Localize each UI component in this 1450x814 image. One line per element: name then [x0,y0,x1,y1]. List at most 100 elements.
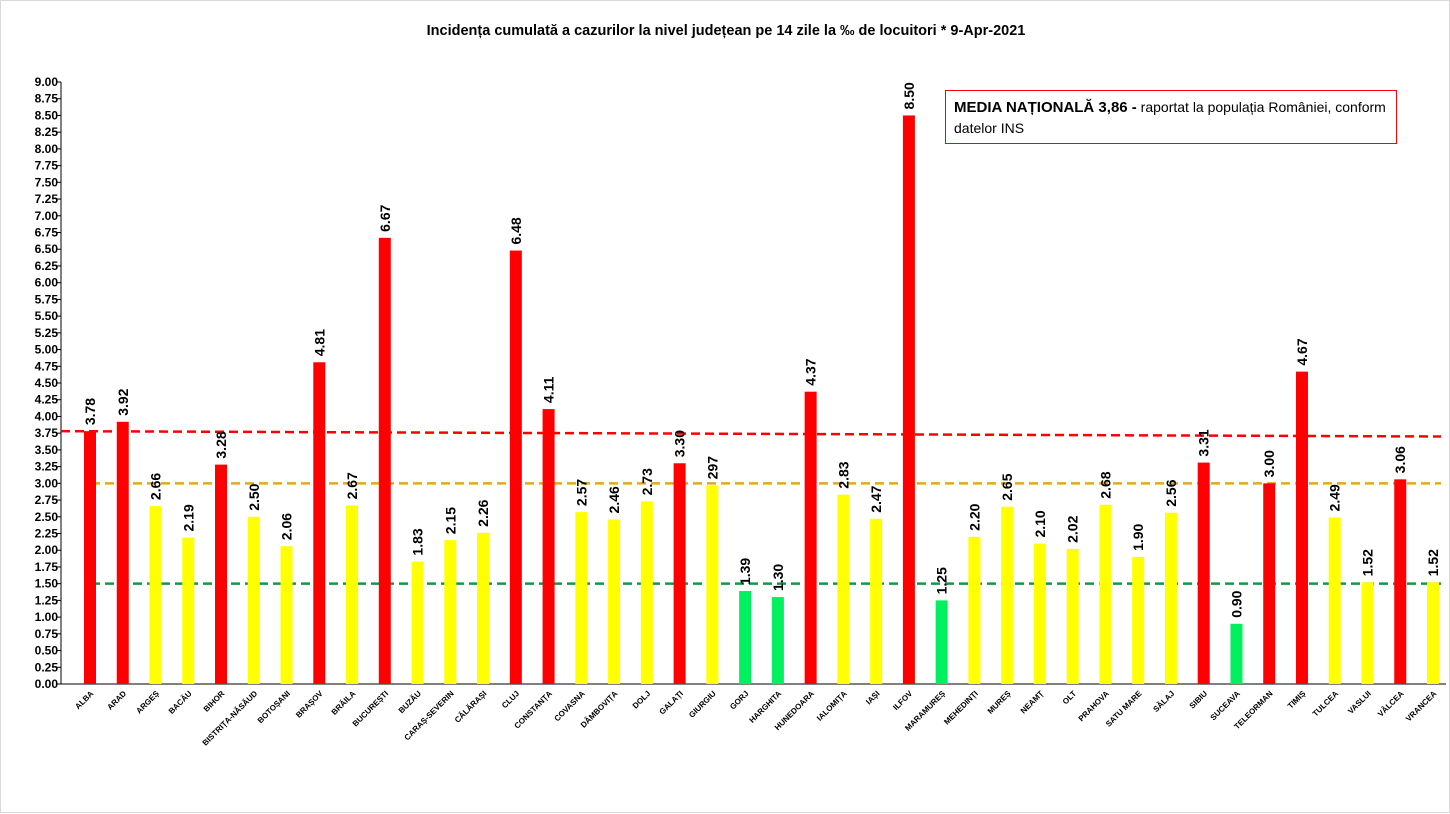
bar [1001,506,1014,684]
data-label: 2.19 [180,504,196,531]
data-label: 2.73 [639,468,655,495]
data-label: 4.37 [803,358,819,385]
x-tick-label: ILFOV [891,689,914,712]
bar [1361,582,1374,684]
x-tick-label: VASLUI [1346,689,1373,716]
x-tick-label: VÂLCEA [1376,689,1406,719]
x-tick-label: ARGEȘ [134,689,161,716]
bar [378,237,391,684]
y-tick-label: 0.50 [35,644,59,658]
bar [84,431,96,684]
y-tick-label: 5.00 [35,343,59,357]
bars [84,115,1439,684]
bar [1295,371,1308,684]
y-tick-label: 2.00 [35,543,59,557]
bar [706,485,719,684]
data-label: 3.92 [115,388,131,415]
data-label: 2.49 [1327,484,1343,511]
y-tick-label: 0.75 [35,627,59,641]
y-tick-label: 6.25 [35,259,59,273]
x-tick-label: COVASNA [553,689,587,723]
bar [1197,462,1210,684]
y-tick-label: 3.25 [35,460,59,474]
data-label: 1.30 [770,564,786,591]
data-label: 2.67 [344,472,360,499]
y-tick-label: 8.00 [35,142,59,156]
data-label: 2.50 [246,483,262,510]
bar [116,421,129,684]
data-label: 3.30 [672,430,688,457]
data-label: 2.06 [279,513,295,540]
y-tick-label: 7.75 [35,159,59,173]
data-label: 2.83 [835,461,851,488]
bar [149,506,162,684]
data-label: 2.20 [966,503,982,530]
data-label: 3.31 [1196,429,1212,456]
data-label: 4.81 [311,329,327,356]
bar [1066,548,1079,684]
bar [346,505,359,684]
bar [411,561,424,684]
note-bold: MEDIA NAȚIONALĂ 3,86 - [954,99,1137,116]
y-tick-label: 2.75 [35,493,59,507]
bar [1328,517,1341,684]
data-label: 2.02 [1065,515,1081,542]
y-tick-label: 4.50 [35,376,59,390]
bar [1164,512,1177,684]
x-tick-label: TIMIȘ [1286,689,1308,711]
y-tick-label: 5.75 [35,292,59,306]
x-tick-label: GORJ [728,689,750,711]
y-tick-label: 5.50 [35,309,59,323]
x-tick-label: ARAD [105,689,128,712]
bar [870,518,883,684]
x-tick-label: MEHEDINȚI [942,689,979,726]
x-tick-label: DOLJ [631,689,652,710]
x-tick-label: SATU MARE [1104,689,1144,729]
y-tick-label: 7.25 [35,192,59,206]
data-label: 3.28 [213,431,229,458]
bar [280,546,293,684]
chart-title: Incidența cumulată a cazurilor la nivel … [426,23,1026,39]
x-tick-label: OLT [1061,689,1078,706]
data-label: 2.10 [1032,510,1048,537]
data-label: 2.46 [606,486,622,513]
data-label: 1.39 [737,558,753,585]
y-tick-label: 4.75 [35,359,59,373]
bar [182,537,195,684]
bar [771,597,784,684]
data-label: 2.47 [868,485,884,512]
y-tick-label: 0.25 [35,660,59,674]
y-tick-label: 1.75 [35,560,59,574]
bar [673,463,686,684]
reference-line [60,429,1442,438]
data-label: 1.52 [1425,549,1441,576]
bar [215,464,228,684]
bar [477,532,490,684]
bar [313,362,326,684]
x-tick-label: GIURGIU [687,689,718,720]
bar [509,250,522,684]
data-label: 2.26 [475,499,491,526]
data-label: 1.52 [1359,549,1375,576]
y-tick-label: 5.25 [35,326,59,340]
x-tick-label: BIHOR [202,689,227,714]
y-tick-label: 4.25 [35,393,59,407]
data-label: 4.67 [1294,338,1310,365]
bar [739,591,752,684]
bar [1099,504,1112,684]
data-label: 8.50 [901,82,917,109]
data-label: 297 [704,456,720,480]
bar [640,501,653,684]
bar [837,494,850,684]
data-label: 0.90 [1228,590,1244,617]
bar [444,540,457,684]
x-axis-labels: ALBA ARAD ARGEȘ BACĂU BIHORBISTRIȚA-NĂSĂUDBO… [73,689,1438,748]
y-tick-label: 0.00 [35,677,59,691]
y-tick-label: 8.25 [35,125,59,139]
bar [1033,543,1046,684]
x-tick-label: BACĂU [167,689,194,716]
data-label: 1.90 [1130,523,1146,550]
x-tick-label: ALBA [73,689,95,711]
data-label: 2.57 [573,479,589,506]
